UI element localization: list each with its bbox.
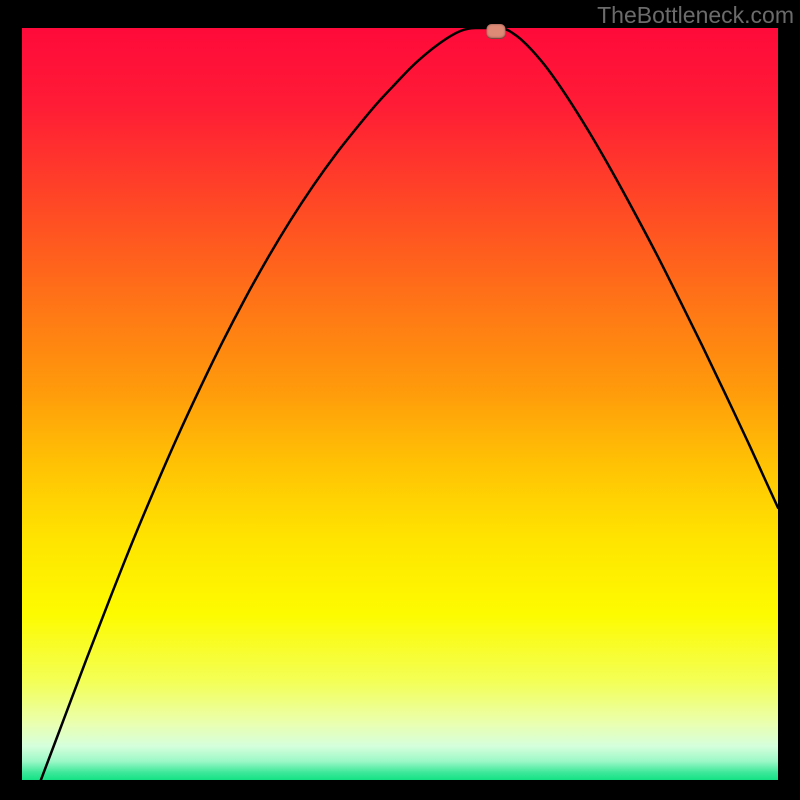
plot-area (22, 28, 778, 780)
chart-frame: TheBottleneck.com (0, 0, 800, 800)
bottleneck-marker (487, 24, 506, 38)
bottleneck-curve (22, 28, 778, 780)
watermark-text: TheBottleneck.com (597, 2, 794, 29)
